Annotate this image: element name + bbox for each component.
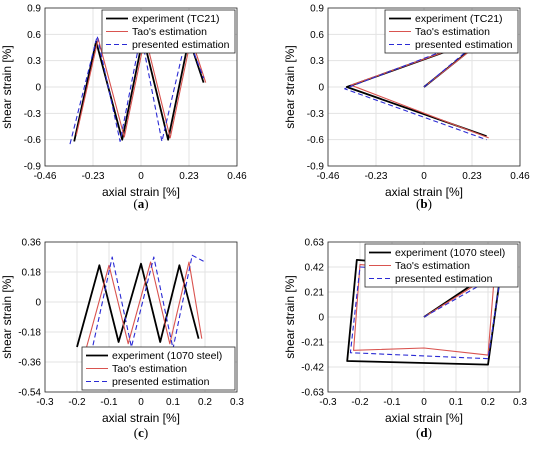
axes-frame (327, 7, 521, 167)
series-line-3 (92, 254, 206, 350)
x-axis-label: axial strain [%] (385, 411, 463, 425)
x-tick-label: 0.46 (227, 171, 247, 182)
legend: experiment (1070 steel)Tao's estimationp… (364, 243, 519, 288)
chart-d: -0.3 -0.2 -0.1 0 0.1 0.2 0.3 -0.63 -0.42 -0.21 0 0.… (283, 238, 527, 441)
y-tick-label: 0.63 (305, 238, 325, 249)
panel-caption: (a) (133, 196, 148, 211)
x-tick-label: 0.1 (166, 397, 180, 408)
legend-label: experiment (1070 steel) (395, 247, 505, 259)
x-tick-label: 0.3 (230, 397, 244, 408)
x-tick-label: 0.2 (198, 397, 212, 408)
x-tick-label: -0.3 (319, 397, 337, 408)
x-tick-label: -0.46 (317, 171, 340, 182)
series-line-2 (86, 261, 203, 348)
legend: experiment (TC21)Tao's estimationpresent… (384, 9, 519, 54)
panel-caption: (b) (416, 196, 432, 211)
x-axis-label: axial strain [%] (385, 185, 463, 199)
legend-label: Tao's estimation (132, 26, 207, 38)
chart-b: -0.46 -0.23 0 0.23 0.46 -0.9 -0.6 -0.3 0 0.3 0.6 0.… (283, 4, 530, 212)
panel-caption: (d) (416, 425, 432, 440)
y-tick-label: -0.3 (24, 109, 42, 120)
y-tick-label: -0.18 (18, 328, 41, 339)
x-tick-label: -0.1 (383, 397, 401, 408)
y-tick-label: -0.42 (301, 363, 324, 374)
legend-label: presented estimation (112, 376, 210, 388)
series-line-3 (344, 33, 488, 141)
legend-label: presented estimation (395, 273, 493, 285)
y-tick-label: -0.36 (18, 358, 41, 369)
y-tick-label: 0.6 (310, 30, 324, 41)
legend: experiment (TC21)Tao's estimationpresent… (101, 9, 236, 54)
x-tick-label: -0.23 (82, 171, 105, 182)
y-axis-label: shear strain [%] (283, 275, 297, 358)
y-tick-label: -0.21 (301, 338, 324, 349)
x-axis-label: axial strain [%] (102, 411, 180, 425)
legend-label: experiment (TC21) (132, 13, 220, 25)
x-tick-label: 0.1 (449, 397, 463, 408)
legend-label: Tao's estimation (415, 26, 490, 38)
legend-label: experiment (1070 steel) (112, 350, 222, 362)
x-tick-label: 0.46 (510, 171, 530, 182)
x-tick-label: -0.23 (365, 171, 388, 182)
panel-caption: (c) (134, 425, 148, 440)
axes-frame (327, 241, 521, 393)
legend-label: presented estimation (415, 39, 513, 51)
y-tick-label: -0.9 (307, 162, 325, 173)
series-line-1 (76, 262, 200, 348)
y-tick-label: -0.54 (18, 388, 41, 399)
legend-label: Tao's estimation (112, 363, 187, 375)
y-tick-label: 0.9 (310, 4, 324, 15)
x-tick-label: 0 (138, 397, 144, 408)
legend-label: presented estimation (132, 39, 230, 51)
legend-label: experiment (TC21) (415, 13, 503, 25)
y-tick-label: -0.63 (301, 388, 324, 399)
y-tick-label: -0.9 (24, 162, 42, 173)
y-tick-label: 0.3 (27, 56, 41, 67)
x-tick-label: 0.3 (513, 397, 527, 408)
y-tick-label: 0.9 (27, 4, 41, 15)
axes-frame (44, 241, 238, 393)
y-tick-label: 0 (35, 83, 41, 94)
legend: experiment (1070 steel)Tao's estimationp… (81, 346, 236, 391)
y-axis-label: shear strain [%] (283, 45, 297, 128)
x-tick-label: -0.46 (34, 171, 57, 182)
y-tick-label: 0.42 (305, 263, 325, 274)
x-tick-label: 0 (421, 171, 427, 182)
y-tick-label: 0.21 (305, 288, 325, 299)
series-line-2 (350, 35, 490, 139)
axes-frame (44, 7, 238, 167)
x-axis-label: axial strain [%] (102, 185, 180, 199)
x-tick-label: 0.2 (481, 397, 495, 408)
x-tick-label: 0 (421, 397, 427, 408)
x-tick-label: -0.3 (36, 397, 54, 408)
x-tick-label: -0.1 (100, 397, 118, 408)
y-tick-label: 0.18 (22, 268, 42, 279)
y-tick-label: 0.3 (310, 56, 324, 67)
x-tick-label: 0.23 (462, 171, 482, 182)
x-tick-label: -0.2 (68, 397, 86, 408)
x-tick-label: -0.2 (351, 397, 369, 408)
y-tick-label: -0.6 (24, 135, 42, 146)
chart-c: -0.3 -0.2 -0.1 0 0.1 0.2 0.3 -0.54 -0.36 -0.18 0 0.… (0, 238, 244, 441)
y-tick-label: 0.36 (22, 238, 42, 249)
x-tick-label: 0.23 (179, 171, 199, 182)
y-axis-label: shear strain [%] (0, 45, 14, 128)
y-tick-label: 0 (318, 313, 324, 324)
y-tick-label: 0 (35, 298, 41, 309)
y-tick-label: -0.3 (307, 109, 325, 120)
y-tick-label: 0 (318, 83, 324, 94)
x-tick-label: 0 (138, 171, 144, 182)
legend-label: Tao's estimation (395, 260, 470, 272)
y-tick-label: -0.6 (307, 135, 325, 146)
y-tick-label: 0.6 (27, 30, 41, 41)
chart-a: -0.46 -0.23 0 0.23 0.46 -0.9 -0.6 -0.3 0 0.3 0.6 0.… (0, 4, 247, 212)
y-axis-label: shear strain [%] (0, 275, 14, 358)
